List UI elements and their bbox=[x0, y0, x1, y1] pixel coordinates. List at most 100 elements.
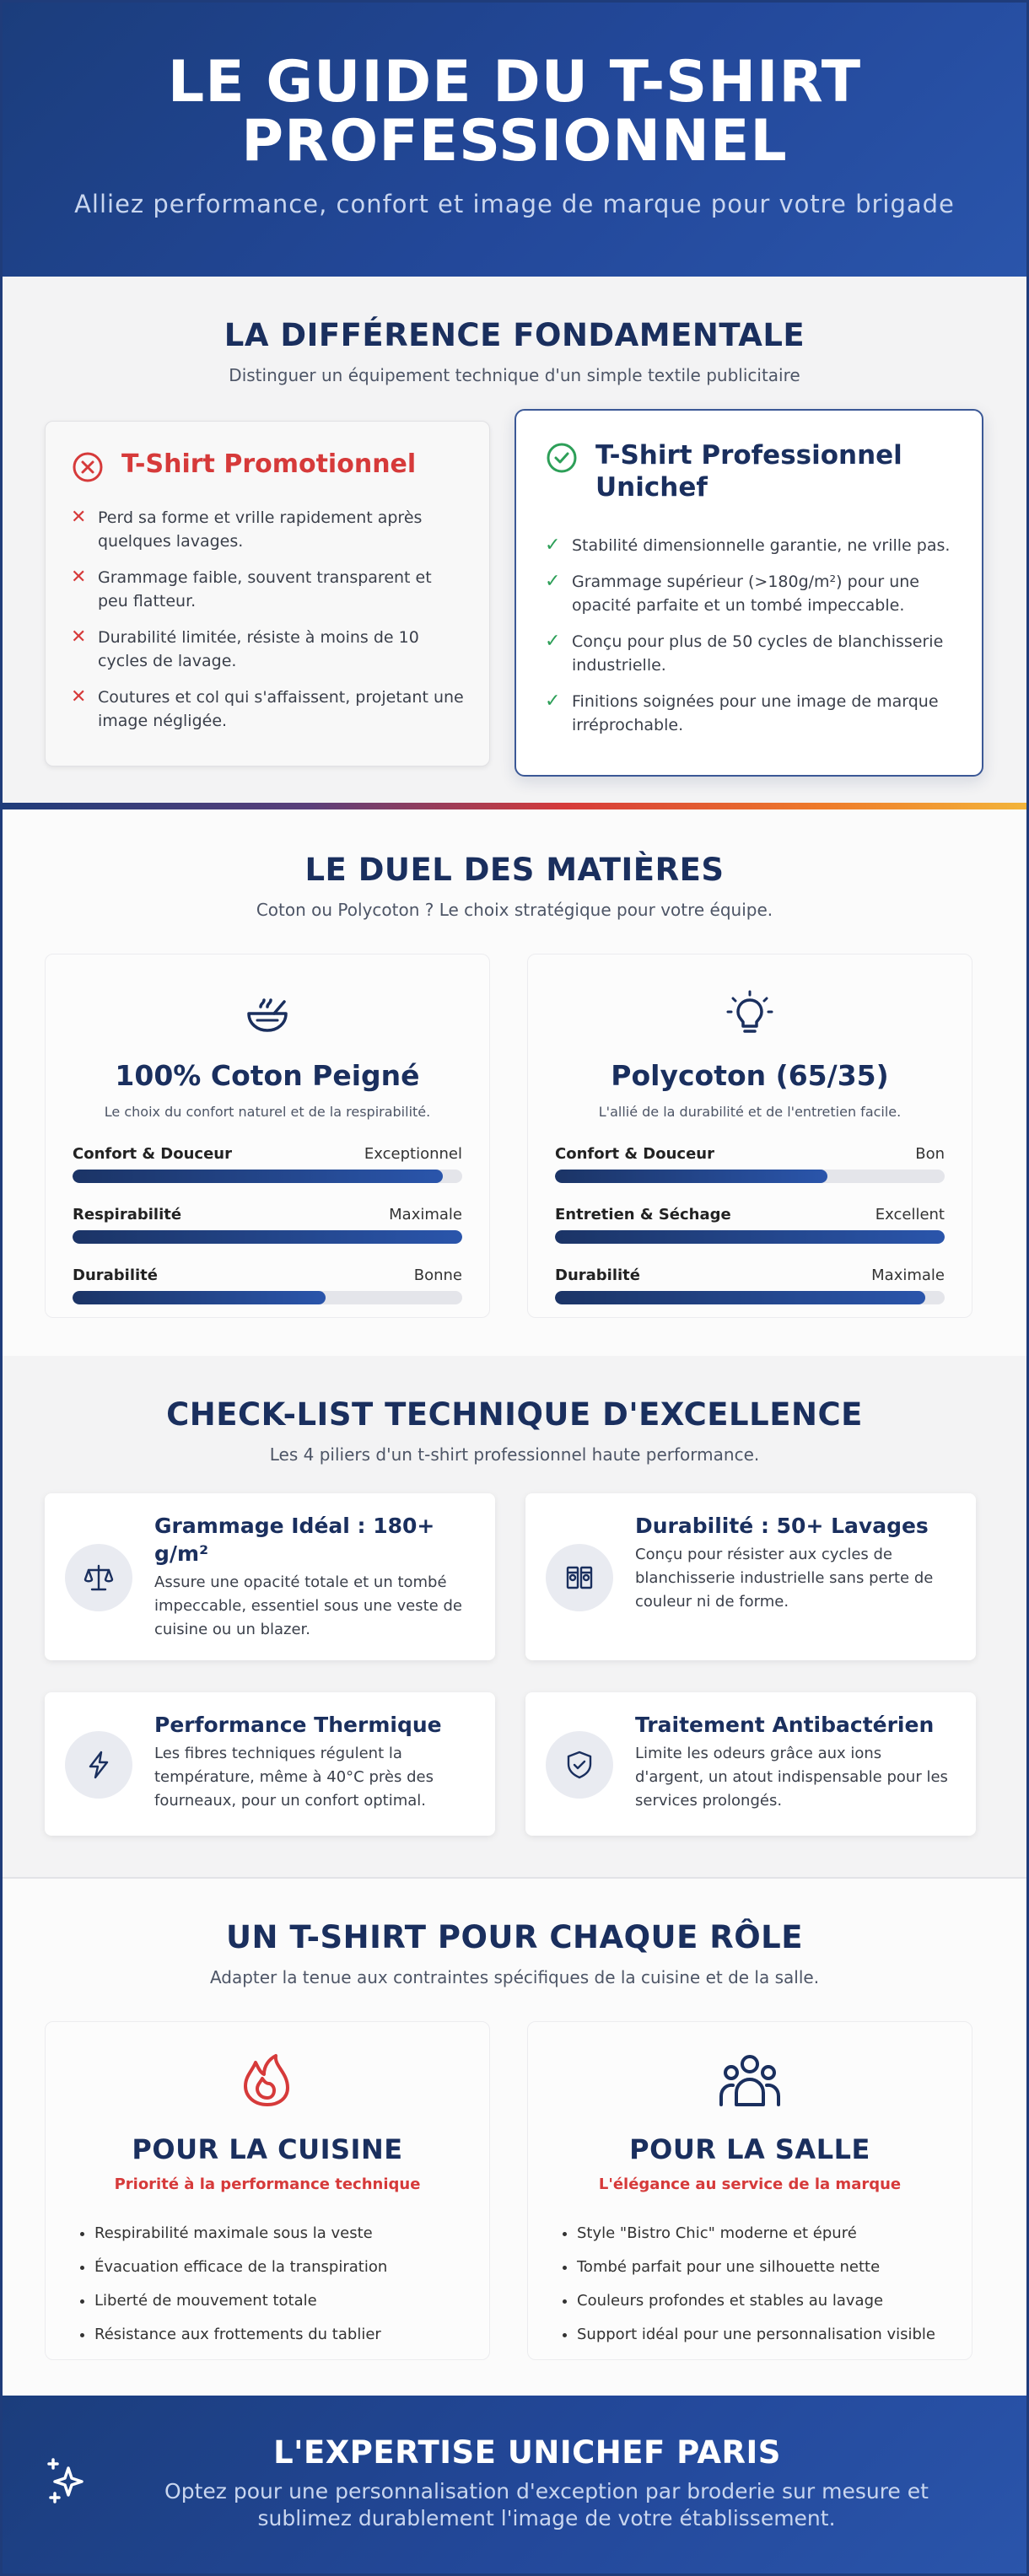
list-item: Liberté de mouvement totale bbox=[94, 2284, 489, 2318]
role-card-kitchen: POUR LA CUISINE Priorité à la performanc… bbox=[45, 2021, 490, 2360]
difference-section: LA DIFFÉRENCE FONDAMENTALE Distinguer un… bbox=[3, 277, 1026, 809]
scale-icon bbox=[84, 1564, 114, 1591]
rating-bar: Respirabilité Maximale bbox=[73, 1206, 462, 1244]
check-icon: ✓ bbox=[545, 631, 561, 652]
duel-subtitle: Coton ou Polycoton ? Le choix stratégiqu… bbox=[256, 900, 773, 920]
list-item: ✕ Durabilité limitée, résiste à moins de … bbox=[71, 626, 464, 673]
rating-fill bbox=[555, 1230, 945, 1244]
cross-icon: ✕ bbox=[71, 507, 87, 528]
rating-fill bbox=[555, 1291, 925, 1304]
list-item: Couleurs profondes et stables au lavage bbox=[577, 2284, 972, 2318]
checklist-card-title: Durabilité : 50+ Lavages bbox=[635, 1514, 929, 1538]
rating-value: Exceptionnel bbox=[364, 1145, 462, 1163]
cross-icon: ✕ bbox=[71, 567, 87, 588]
rating-fill bbox=[555, 1170, 828, 1183]
material-name: Polycoton (65/35) bbox=[611, 1059, 889, 1092]
rating-label: Respirabilité bbox=[73, 1206, 182, 1223]
rating-label: Durabilité bbox=[73, 1266, 158, 1284]
hero-title-line2: PROFESSIONNEL bbox=[241, 108, 788, 175]
role-card-priority: L'élégance au service de la marque bbox=[598, 2175, 902, 2193]
rating-label: Entretien & Séchage bbox=[555, 1206, 731, 1223]
rating-value: Bonne bbox=[413, 1266, 462, 1284]
list-item: ✕ Perd sa forme et vrille rapidement aprè… bbox=[71, 506, 464, 553]
role-card-title: POUR LA SALLE bbox=[629, 2133, 870, 2165]
hero-header: LE GUIDE DU T-SHIRT PROFESSIONNEL Alliez… bbox=[3, 3, 1026, 277]
checklist-card: Performance Thermique Les fibres techniq… bbox=[45, 1692, 495, 1836]
sparkles-icon bbox=[47, 2458, 84, 2503]
list-item: Support idéal pour une personnalisation … bbox=[577, 2318, 972, 2352]
list-item: ✓ Finitions soignées pour une image de ma… bbox=[545, 690, 953, 737]
promo-card: T-Shirt Promotionnel ✕ Perd sa forme et v… bbox=[45, 421, 490, 766]
footer-text: Optez pour une personnalisation d'except… bbox=[164, 2479, 929, 2530]
checklist-card: Traitement Antibactérien Limite les odeu… bbox=[525, 1692, 976, 1836]
roles-title: UN T-SHIRT POUR CHAQUE RÔLE bbox=[225, 1919, 804, 1955]
rating-bar: Entretien & Séchage Excellent bbox=[555, 1206, 945, 1244]
list-item: ✕ Coutures et col qui s'affaissent, proje… bbox=[71, 686, 464, 733]
bowl-icon bbox=[247, 998, 288, 1032]
duel-section: LE DUEL DES MATIÈRES Coton ou Polycoton … bbox=[3, 809, 1026, 1356]
checklist-card-title: Performance Thermique bbox=[154, 1713, 442, 1737]
rating-label: Durabilité bbox=[555, 1266, 640, 1284]
promo-card-title: T-Shirt Promotionnel bbox=[121, 449, 417, 479]
list-item: ✓ Grammage supérieur (>180g/m²) pour une … bbox=[545, 570, 953, 617]
rating-fill bbox=[73, 1230, 462, 1244]
hero-title: LE GUIDE DU T-SHIRT PROFESSIONNEL bbox=[3, 53, 1026, 171]
pro-card-title: T-Shirt Professionnel Unichef bbox=[595, 440, 902, 503]
rating-fill bbox=[73, 1170, 443, 1183]
material-tagline: Le choix du confort naturel et de la res… bbox=[104, 1104, 431, 1120]
rating-bar: Durabilité Bonne bbox=[73, 1266, 462, 1304]
gradient-divider bbox=[3, 803, 1026, 809]
duel-title: LE DUEL DES MATIÈRES bbox=[304, 852, 725, 888]
rating-value: Excellent bbox=[875, 1206, 945, 1223]
pro-card: T-Shirt Professionnel Unichef ✓ Stabilité… bbox=[514, 409, 983, 777]
checklist-card-title: Grammage Idéal : 180+ g/m² bbox=[154, 1514, 435, 1566]
checklist-title: CHECK-LIST TECHNIQUE D'EXCELLENCE bbox=[166, 1396, 863, 1433]
rating-bar: Durabilité Maximale bbox=[555, 1266, 945, 1304]
rating-fill bbox=[73, 1291, 326, 1304]
checklist-card: Grammage Idéal : 180+ g/m² Assure une op… bbox=[45, 1493, 495, 1660]
list-item: Style "Bistro Chic" moderne et épuré bbox=[577, 2217, 972, 2251]
footer-banner: L'EXPERTISE UNICHEF PARIS Optez pour une… bbox=[3, 2396, 1026, 2573]
checklist-card-text: Les fibres techniques régulent la tempér… bbox=[154, 1745, 434, 1810]
check-icon: ✓ bbox=[545, 535, 561, 556]
x-circle-icon bbox=[73, 452, 103, 482]
check-circle-icon bbox=[547, 443, 577, 473]
role-card-priority: Priorité à la performance technique bbox=[114, 2175, 421, 2193]
rating-bar: Confort & Douceur Exceptionnel bbox=[73, 1145, 462, 1183]
rating-bar: Confort & Douceur Bon bbox=[555, 1145, 945, 1183]
checklist-card: Durabilité : 50+ Lavages Conçu pour rési… bbox=[525, 1493, 976, 1660]
list-item: ✕ Grammage faible, souvent transparent et… bbox=[71, 566, 464, 613]
role-card-title: POUR LA CUISINE bbox=[132, 2133, 403, 2165]
material-name: 100% Coton Peigné bbox=[115, 1059, 420, 1092]
checklist-card-text: Assure une opacité totale et un tombé im… bbox=[154, 1573, 462, 1638]
cross-icon: ✕ bbox=[71, 627, 87, 648]
lightbulb-icon bbox=[726, 990, 773, 1033]
list-item: Tombé parfait pour une silhouette nette bbox=[577, 2251, 972, 2284]
difference-title: LA DIFFÉRENCE FONDAMENTALE bbox=[224, 317, 805, 353]
footer-title: L'EXPERTISE UNICHEF PARIS bbox=[273, 2434, 781, 2471]
list-item: Résistance aux frottements du tablier bbox=[94, 2318, 489, 2352]
rating-label: Confort & Douceur bbox=[555, 1145, 714, 1163]
rating-value: Maximale bbox=[389, 1206, 462, 1223]
hero-title-line1: LE GUIDE DU T-SHIRT bbox=[167, 49, 862, 116]
list-item: Évacuation efficace de la transpiration bbox=[94, 2251, 489, 2284]
flame-icon bbox=[244, 2054, 289, 2106]
list-item: ✓ Conçu pour plus de 50 cycles de blanchi… bbox=[545, 630, 953, 677]
rating-value: Bon bbox=[915, 1145, 945, 1163]
material-card-polycotton: Polycoton (65/35) L'allié de la durabili… bbox=[527, 954, 972, 1318]
list-item: ✓ Stabilité dimensionnelle garantie, ne v… bbox=[545, 535, 951, 556]
roles-section: UN T-SHIRT POUR CHAQUE RÔLE Adapter la t… bbox=[3, 1879, 1026, 2398]
material-card-cotton: 100% Coton Peigné Le choix du confort na… bbox=[45, 954, 490, 1318]
cross-icon: ✕ bbox=[71, 686, 87, 707]
rating-value: Maximale bbox=[871, 1266, 945, 1284]
role-card-dining: POUR LA SALLE L'élégance au service de l… bbox=[527, 2021, 972, 2360]
difference-subtitle: Distinguer un équipement technique d'un … bbox=[229, 365, 800, 385]
roles-subtitle: Adapter la tenue aux contraintes spécifi… bbox=[209, 1967, 820, 1987]
checklist-card-title: Traitement Antibactérien bbox=[635, 1713, 935, 1737]
checklist-subtitle: Les 4 piliers d'un t-shirt professionnel… bbox=[269, 1444, 760, 1465]
check-icon: ✓ bbox=[545, 571, 561, 592]
checklist-card-text: Limite les odeurs grâce aux ions d'argen… bbox=[635, 1745, 948, 1810]
washing-machine-icon bbox=[566, 1566, 593, 1589]
hero-subtitle: Alliez performance, confort et image de … bbox=[74, 190, 955, 218]
